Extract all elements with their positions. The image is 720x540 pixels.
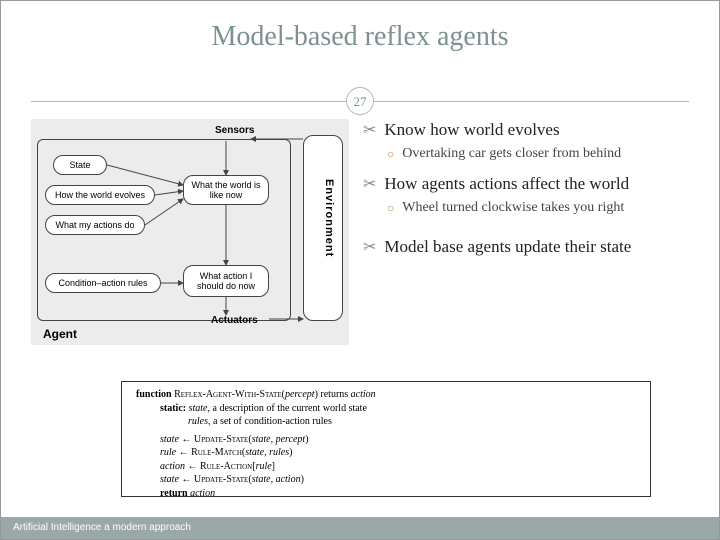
desc: , a description of the current world sta…: [208, 403, 367, 414]
ret: action: [190, 488, 215, 499]
param: percept: [285, 389, 315, 400]
spacer: [363, 226, 689, 236]
paren: ): [289, 447, 292, 458]
bracket: ]: [272, 461, 275, 472]
bullet-text: How agents actions affect the world: [384, 173, 629, 194]
bullet-icon: ✂: [363, 238, 376, 258]
bullet-item: ✂ How agents actions affect the world: [363, 173, 689, 195]
var: state: [160, 474, 179, 485]
pseudo-line: state ← Update-State(state, percept): [160, 433, 636, 447]
kw: function: [136, 389, 172, 400]
paren: ) returns: [315, 389, 349, 400]
var: rule: [160, 447, 176, 458]
ret: action: [351, 389, 376, 400]
var: action: [160, 461, 185, 472]
sub-bullet-text: Wheel turned clockwise takes you right: [402, 199, 624, 217]
args: state, rules: [245, 447, 289, 458]
condition-rules-box: Condition–action rules: [45, 273, 161, 293]
paren: ): [305, 434, 308, 445]
args: state, percept: [252, 434, 306, 445]
world-now-box: What the world is like now: [183, 175, 269, 205]
pseudo-line: static: state, a description of the curr…: [160, 402, 636, 416]
kw: static:: [160, 403, 186, 414]
footer-text: Artificial Intelligence a modern approac…: [13, 522, 191, 533]
paren: ): [301, 474, 304, 485]
title-divider: 27: [31, 87, 689, 117]
var: rules: [188, 416, 208, 427]
circle-icon: ○: [387, 201, 394, 216]
evolves-box: How the world evolves: [45, 185, 155, 205]
arrow: ←: [179, 434, 194, 445]
agent-diagram: Environment Sensors State How the world …: [31, 119, 349, 345]
circle-icon: ○: [387, 147, 394, 162]
var: state: [160, 434, 179, 445]
page-title: Model-based reflex agents: [1, 1, 719, 53]
pseudo-line: state ← Update-State(state, action): [160, 473, 636, 487]
sensors-label: Sensors: [215, 125, 254, 136]
bullet-item: ✂ Know how world evolves: [363, 119, 689, 141]
pseudocode-box: function Reflex-Agent-With-State(percept…: [121, 381, 651, 497]
args: rule: [256, 461, 272, 472]
actuators-label: Actuators: [211, 315, 258, 326]
fn-name: Update-State: [194, 474, 248, 485]
arrow: ←: [185, 461, 200, 472]
fn-name: Update-State: [194, 434, 248, 445]
state-box: State: [53, 155, 107, 175]
sub-bullet-item: ○ Wheel turned clockwise takes you right: [387, 199, 689, 217]
actions-do-box: What my actions do: [45, 215, 145, 235]
pseudo-line: rule ← Rule-Match(state, rules): [160, 446, 636, 460]
sub-bullet-text: Overtaking car gets closer from behind: [402, 145, 621, 163]
arrow: ←: [176, 447, 191, 458]
agent-label: Agent: [43, 327, 77, 341]
action-now-box: What action I should do now: [183, 265, 269, 297]
pseudo-line: function Reflex-Agent-With-State(percept…: [136, 388, 636, 402]
fn-name: Reflex-Agent-With-State: [174, 389, 282, 400]
bullet-icon: ✂: [363, 175, 376, 195]
slide: Model-based reflex agents 27 Environment…: [0, 0, 720, 540]
fn-name: Rule-Action: [200, 461, 252, 472]
args: state, action: [252, 474, 301, 485]
desc: , a set of condition-action rules: [208, 416, 332, 427]
pseudo-line: return action: [160, 487, 636, 501]
var: state: [189, 403, 208, 414]
kw: return: [160, 488, 188, 499]
arrow: ←: [179, 474, 194, 485]
fn-name: Rule-Match: [191, 447, 242, 458]
pseudo-line: rules, a set of condition-action rules: [188, 415, 636, 429]
environment-label: Environment: [323, 179, 335, 257]
bullet-text: Model base agents update their state: [384, 236, 631, 257]
bullet-text: Know how world evolves: [384, 119, 559, 140]
page-number-badge: 27: [346, 87, 374, 115]
bullet-icon: ✂: [363, 121, 376, 141]
footer-bar: Artificial Intelligence a modern approac…: [1, 517, 719, 539]
bullet-item: ✂ Model base agents update their state: [363, 236, 689, 258]
pseudo-line: action ← Rule-Action[rule]: [160, 460, 636, 474]
sub-bullet-item: ○ Overtaking car gets closer from behind: [387, 145, 689, 163]
